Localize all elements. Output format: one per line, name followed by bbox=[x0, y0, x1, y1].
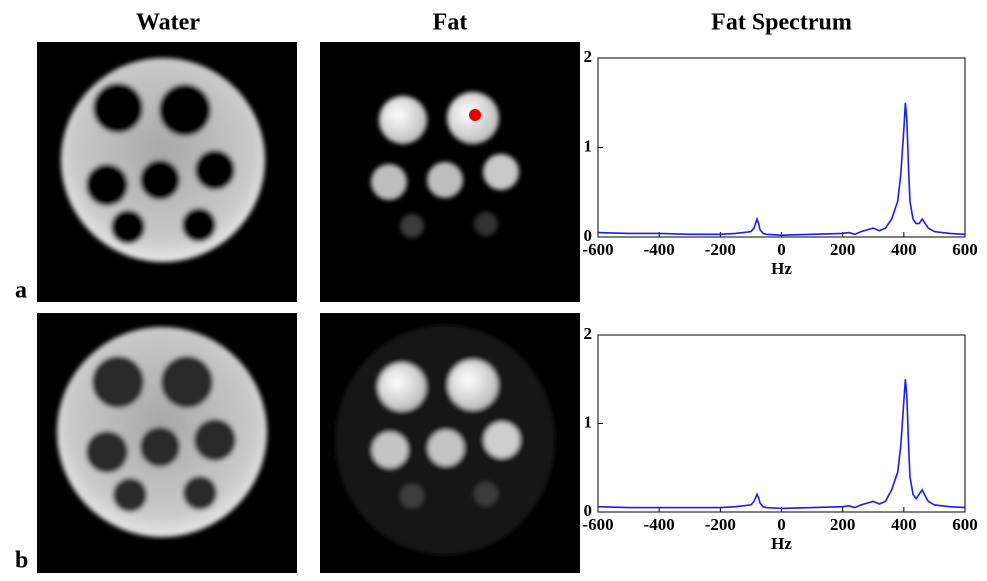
spectrum-line bbox=[598, 103, 965, 235]
y-tick-label: 2 bbox=[584, 47, 593, 66]
plot-frame bbox=[598, 58, 965, 237]
y-tick-label: 1 bbox=[584, 412, 593, 431]
chart-title: Fat Spectrum bbox=[711, 10, 852, 36]
x-tick-label: 600 bbox=[952, 515, 978, 534]
y-tick-label: 2 bbox=[584, 324, 593, 343]
x-tick-label: 600 bbox=[952, 240, 978, 259]
x-tick-label: 200 bbox=[830, 240, 856, 259]
x-tick-label: 400 bbox=[891, 240, 917, 259]
y-tick-label: 0 bbox=[584, 501, 593, 520]
x-axis-label: Hz bbox=[771, 259, 792, 278]
water-image bbox=[37, 313, 297, 573]
x-tick-label: -200 bbox=[705, 240, 736, 259]
x-tick-label: 200 bbox=[830, 515, 856, 534]
y-tick-label: 1 bbox=[584, 136, 593, 155]
y-tick-label: 0 bbox=[584, 226, 593, 245]
column-title: Water bbox=[136, 10, 200, 36]
x-axis-label: Hz bbox=[771, 534, 792, 553]
column-title: Fat bbox=[433, 10, 468, 36]
spectrum-line bbox=[598, 379, 965, 508]
x-tick-label: -400 bbox=[644, 515, 675, 534]
figure: Water Fat a b Fat Spectrum-600-400-20002… bbox=[0, 0, 987, 576]
panel-label: a bbox=[15, 278, 27, 304]
plot-frame bbox=[598, 335, 965, 512]
x-tick-label: 0 bbox=[777, 240, 786, 259]
fat-image bbox=[320, 313, 580, 573]
water-image bbox=[37, 42, 297, 302]
x-tick-label: -400 bbox=[644, 240, 675, 259]
x-tick-label: -200 bbox=[705, 515, 736, 534]
x-tick-label: 0 bbox=[777, 515, 786, 534]
x-tick-label: 400 bbox=[891, 515, 917, 534]
panel-label: b bbox=[15, 548, 28, 574]
fat-image bbox=[320, 42, 580, 302]
